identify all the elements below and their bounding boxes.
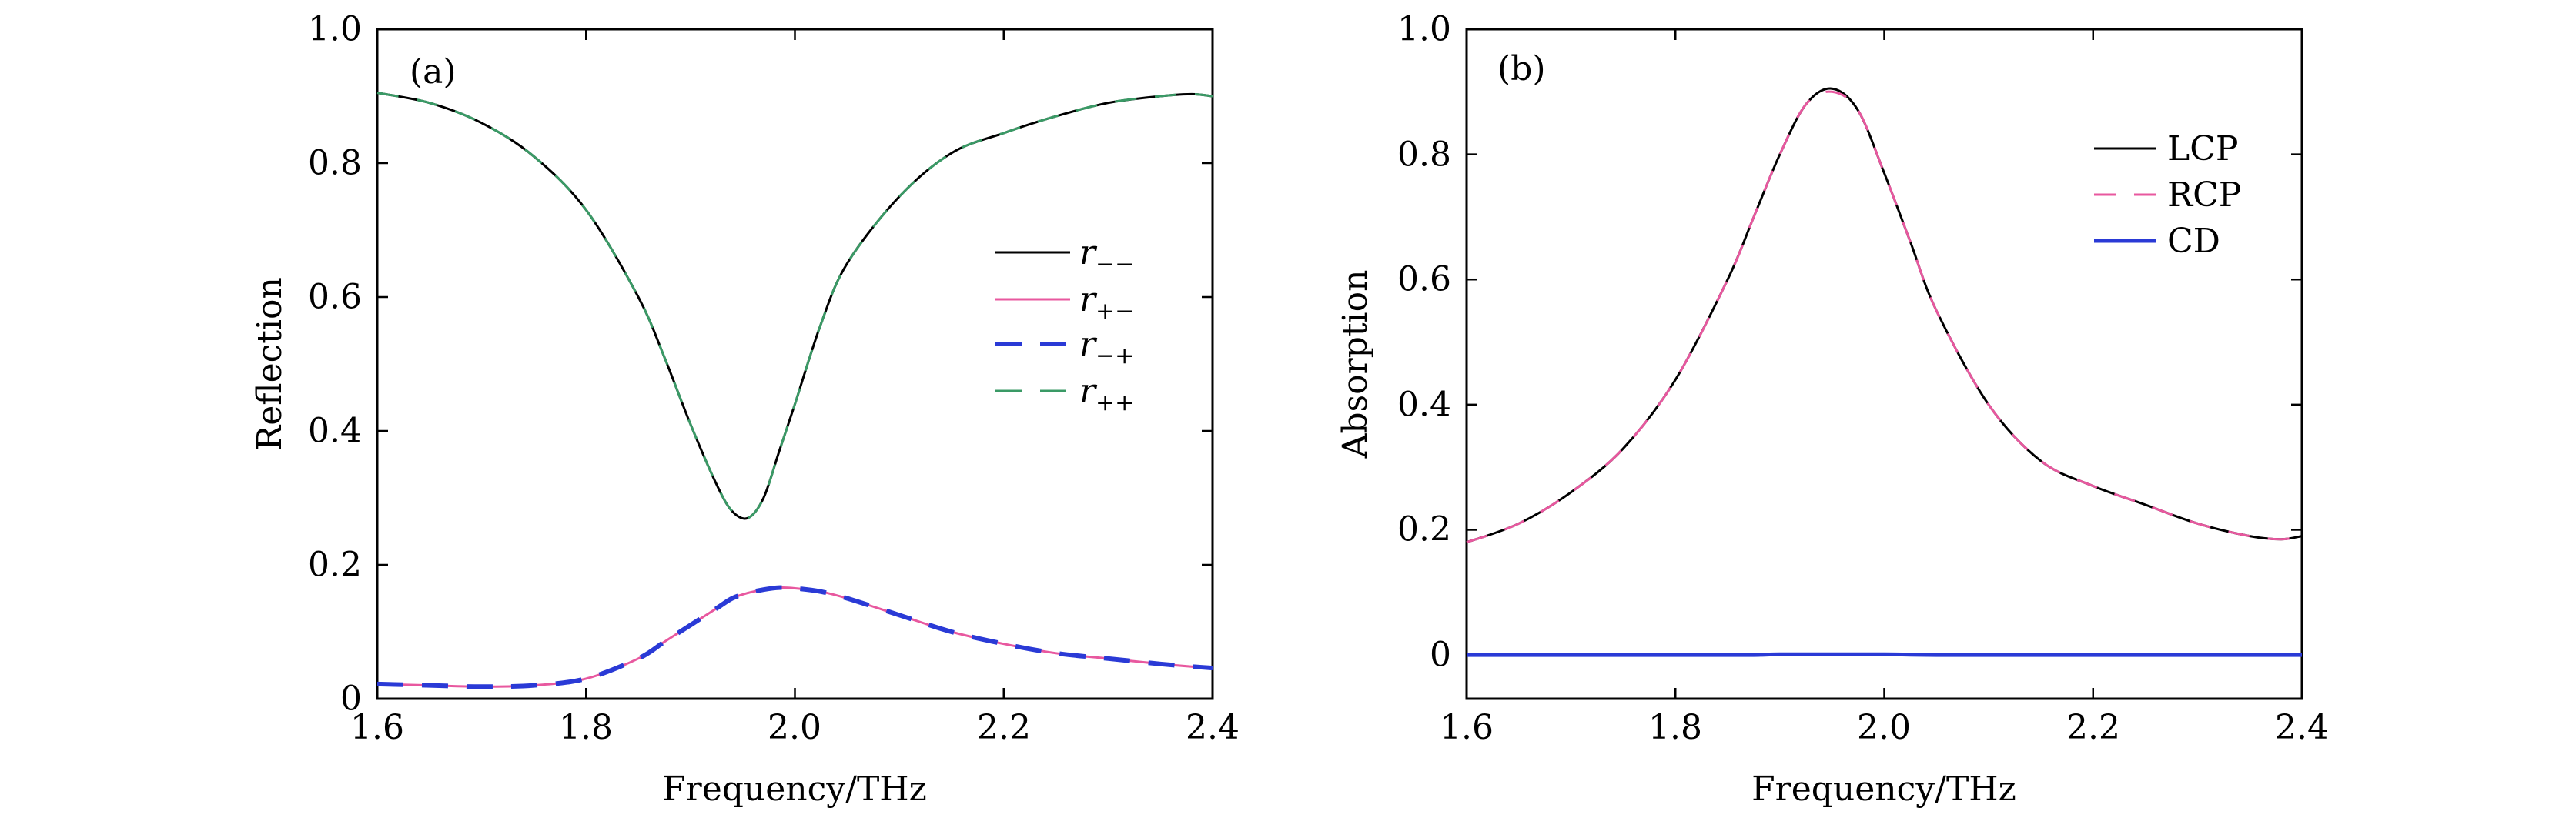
a-xtick-label: 2.4 [1186, 708, 1239, 747]
a-ytick-label: 0.6 [308, 278, 362, 317]
b-xtick-label: 2.4 [2275, 708, 2329, 747]
a-xtick-label: 1.8 [559, 708, 613, 747]
panel-a-legend: r−− r+− r−+ r++ [995, 233, 1134, 416]
panel-a-ticks [376, 28, 1214, 700]
panel-a-series [376, 92, 1213, 689]
panel-b-tag: (b) [1497, 49, 1546, 88]
panel-a-reflection-chart: (a) 0 0.2 0.4 0.6 0.8 1.0 1.6 1.8 2.0 2.… [250, 10, 1239, 810]
panel-a-x-axis-label: Frequency/THz [662, 770, 927, 809]
panel-b-y-axis-label: Absorption [1336, 270, 1375, 459]
legend-label-lcp: LCP [2167, 129, 2239, 169]
b-xtick-label: 1.8 [1648, 708, 1702, 747]
a-ytick-label: 0.4 [308, 412, 362, 451]
b-ytick-label: 0.2 [1397, 510, 1451, 549]
panel-a-y-tick-labels: 0 0.2 0.4 0.6 0.8 1.0 [308, 10, 362, 719]
b-ytick-label: 0.4 [1397, 386, 1451, 425]
b-ytick-label: 1.0 [1397, 10, 1451, 49]
b-xtick-label: 1.6 [1440, 708, 1494, 747]
panel-b-x-axis-label: Frequency/THz [1751, 770, 2016, 809]
panel-b-legend: LCP RCP CD [2094, 129, 2241, 261]
a-ytick-label: 0.2 [308, 546, 362, 585]
a-ytick-label: 0 [340, 679, 362, 719]
series-lcp [1466, 87, 2303, 544]
legend-label-r-plus-minus: r+− [1079, 280, 1134, 325]
a-xtick-label: 1.6 [350, 708, 404, 747]
series-r-minus-plus [376, 585, 1213, 689]
series-r-plus-minus [376, 586, 1213, 688]
legend-label-r-minus-minus: r−− [1079, 233, 1134, 278]
panel-b-y-tick-labels: 0 0.2 0.4 0.6 0.8 1.0 [1397, 10, 1451, 675]
panel-b-x-tick-labels: 1.6 1.8 2.0 2.2 2.4 [1440, 708, 2329, 747]
panel-b-absorption-chart: (b) 0 0.2 0.4 0.6 0.8 1.0 1.6 1.8 2.0 2.… [1336, 10, 2329, 810]
b-ytick-label: 0 [1430, 636, 1451, 675]
series-cd [1467, 652, 2302, 657]
panel-a-plot-frame [376, 28, 1214, 700]
series-r-plus-plus [376, 92, 1213, 520]
a-ytick-label: 0.8 [308, 144, 362, 183]
b-ytick-label: 0.6 [1397, 260, 1451, 299]
legend-label-r-plus-plus: r++ [1079, 372, 1134, 416]
legend-label-r-minus-plus: r−+ [1079, 325, 1134, 369]
panel-a-tag: (a) [410, 52, 457, 92]
a-ytick-label: 1.0 [308, 10, 362, 49]
panel-a-y-axis-label: Reflection [250, 277, 289, 451]
panel-b-series [1466, 87, 2303, 657]
b-xtick-label: 2.2 [2066, 708, 2120, 747]
a-xtick-label: 2.2 [977, 708, 1031, 747]
panel-a-x-tick-labels: 1.6 1.8 2.0 2.2 2.4 [350, 708, 1239, 747]
b-xtick-label: 2.0 [1857, 708, 1911, 747]
legend-label-cd: CD [2167, 222, 2220, 261]
a-xtick-label: 2.0 [768, 708, 821, 747]
b-ytick-label: 0.8 [1397, 135, 1451, 175]
legend-label-rcp: RCP [2167, 175, 2241, 215]
